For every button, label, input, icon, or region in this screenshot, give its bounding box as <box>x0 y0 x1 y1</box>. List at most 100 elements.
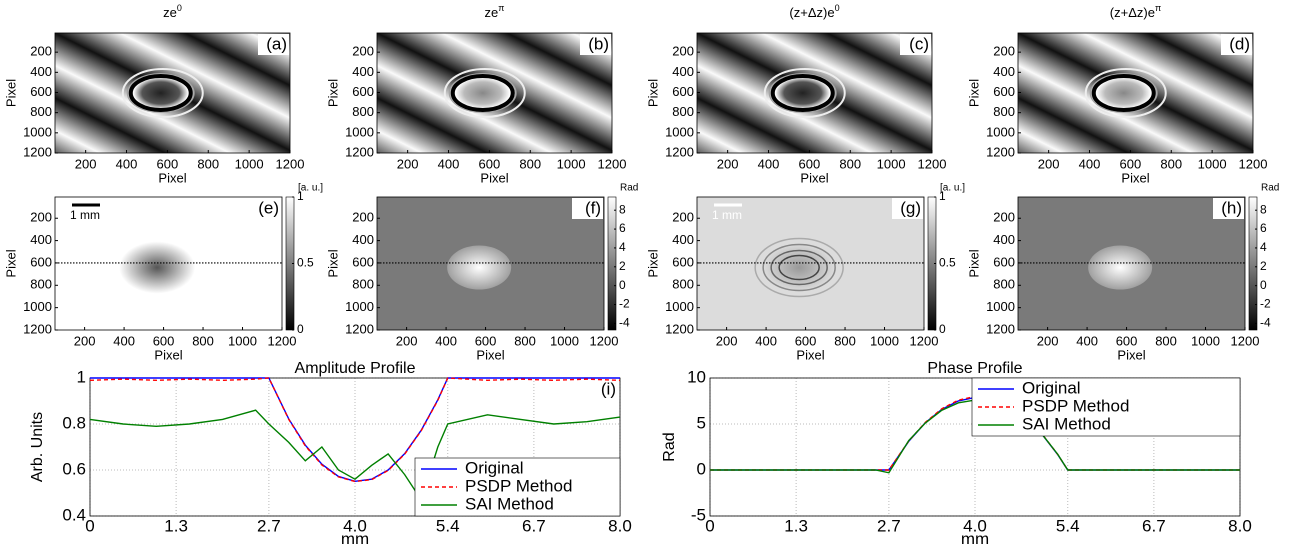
y-axis-label: Pixel <box>3 79 18 107</box>
x-tick-label: 1200 <box>910 333 939 348</box>
y-tick-label: 1000 <box>23 299 52 314</box>
y-tick-label: 400 <box>993 64 1015 79</box>
x-tick-label: 1200 <box>590 333 619 348</box>
panel-label: (h) <box>1221 198 1242 217</box>
title-superscript: π <box>1155 3 1161 13</box>
title-base: (z+Δz)e <box>1110 5 1155 20</box>
blob <box>447 245 512 290</box>
legend-label: PSDP Method <box>1022 396 1129 415</box>
y-axis-label: Pixel <box>645 79 660 107</box>
blob <box>1088 245 1153 290</box>
y-tick-label: 10 <box>687 367 706 386</box>
ring <box>1089 73 1158 113</box>
y-tick-label: 1000 <box>665 299 694 314</box>
colorbar-tick-label: 4 <box>1260 240 1267 254</box>
label-box <box>1213 198 1244 219</box>
x-tick-label: 400 <box>1079 156 1101 171</box>
y-tick-label: 1000 <box>345 124 374 139</box>
y-tick-label: 0.4 <box>62 505 86 524</box>
y-axis-label: Pixel <box>966 249 981 277</box>
image-content <box>55 33 290 153</box>
axes-frame <box>696 196 925 331</box>
colorbar-tick-label: -4 <box>1260 316 1271 330</box>
colorbar-tick-label: 0 <box>297 322 304 336</box>
y-tick-label: 200 <box>993 44 1015 59</box>
panel-title: zeπ <box>485 3 505 20</box>
panel-title: ze0 <box>163 3 182 20</box>
x-tick-label: 200 <box>717 156 739 171</box>
x-tick-label: 400 <box>113 333 135 348</box>
panel-label: (i) <box>601 379 616 398</box>
colorbar-tick-label: 2 <box>1260 259 1267 273</box>
x-tick-label: 800 <box>1160 156 1182 171</box>
y-tick-label: 800 <box>30 104 52 119</box>
x-tick-label: 800 <box>834 333 856 348</box>
legend-label: Original <box>1022 378 1081 397</box>
x-tick-label: 200 <box>1038 156 1060 171</box>
x-tick-label: 2.7 <box>877 516 901 535</box>
series-line <box>89 409 621 502</box>
colorbar-tick-label: 8 <box>619 202 626 216</box>
x-tick-label: 1000 <box>1198 156 1227 171</box>
x-tick-label: 200 <box>75 156 97 171</box>
x-tick-label: 800 <box>514 333 536 348</box>
axes-frame <box>696 32 933 154</box>
y-tick-label: 1000 <box>665 124 694 139</box>
x-tick-label: 600 <box>1116 333 1138 348</box>
y-axis-label: Pixel <box>325 79 340 107</box>
panel-label: (c) <box>909 34 929 53</box>
x-axis-label: Pixel <box>476 347 504 362</box>
y-tick-label: 600 <box>672 84 694 99</box>
colorbar-label: Rad <box>620 183 638 194</box>
blob <box>119 241 196 294</box>
ring <box>762 243 836 292</box>
ring <box>450 74 515 112</box>
panel-label: (g) <box>900 198 921 217</box>
x-tick-label: 4.0 <box>963 516 987 535</box>
x-axis-label: Pixel <box>158 170 186 185</box>
x-tick-label: 600 <box>153 333 175 348</box>
y-axis-label: Rad <box>661 432 678 461</box>
y-tick-label: 600 <box>30 254 52 269</box>
y-tick-label: 600 <box>352 84 374 99</box>
x-tick-label: 600 <box>799 156 821 171</box>
x-tick-label: 6.7 <box>522 516 546 535</box>
y-tick-label: 1200 <box>23 321 52 336</box>
y-tick-label: 1200 <box>986 144 1015 159</box>
legend-label: PSDP Method <box>465 476 572 495</box>
scale-bar-label: 1 mm <box>712 208 742 222</box>
x-tick-label: 600 <box>157 156 179 171</box>
ring <box>448 73 517 113</box>
x-axis-label: Pixel <box>1121 170 1149 185</box>
x-tick-label: 1200 <box>1239 156 1268 171</box>
y-tick-label: 600 <box>672 254 694 269</box>
legend-box <box>971 377 1241 437</box>
x-tick-label: 400 <box>438 156 460 171</box>
ring <box>768 73 837 113</box>
x-tick-label: 1000 <box>877 156 906 171</box>
y-tick-label: 400 <box>30 232 52 247</box>
x-tick-label: 1000 <box>228 333 257 348</box>
colorbar-tick-label: 0.5 <box>297 256 314 270</box>
y-tick-label: -5 <box>691 505 706 524</box>
x-tick-label: 600 <box>1120 156 1142 171</box>
colorbar-label: [a. u.] <box>298 183 323 194</box>
x-axis-label: Pixel <box>800 170 828 185</box>
colorbar-tick-label: 0.5 <box>939 256 956 270</box>
axes-frame <box>54 196 283 331</box>
ring <box>763 68 846 118</box>
x-tick-label: 200 <box>396 333 418 348</box>
panel-label: (f) <box>585 198 601 217</box>
y-tick-label: 200 <box>672 210 694 225</box>
x-tick-label: 1000 <box>870 333 899 348</box>
x-tick-label: 400 <box>758 156 780 171</box>
x-tick-label: 5.4 <box>436 516 460 535</box>
x-tick-label: 400 <box>116 156 138 171</box>
panel-label: (a) <box>266 34 287 53</box>
colorbar-tick-label: 4 <box>619 240 626 254</box>
x-tick-label: 400 <box>755 333 777 348</box>
chart-title: Phase Profile <box>927 360 1022 377</box>
axes-frame <box>376 32 613 154</box>
legend-label: SAI Method <box>1022 414 1111 433</box>
image-content <box>377 33 612 153</box>
